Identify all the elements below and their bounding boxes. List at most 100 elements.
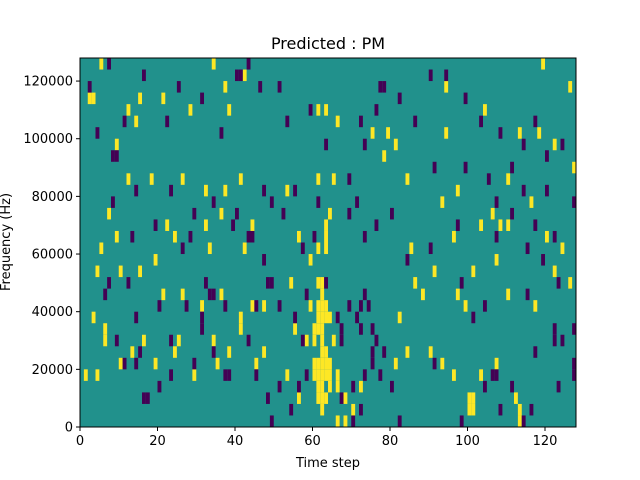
heatmap-cell-low-128 (351, 415, 356, 427)
y-tick-label-6: 120000 (23, 75, 73, 90)
heatmap-cell-high-12 (227, 104, 232, 116)
heatmap-cell-high-59 (250, 300, 255, 312)
heatmap-cell-high-110 (343, 392, 348, 404)
heatmap-cell-high-115 (95, 369, 100, 381)
heatmap-cell-low-163 (525, 242, 530, 255)
heatmap-cell-low-136 (459, 415, 464, 427)
heatmap-cell-high-145 (463, 300, 468, 312)
heatmap-cell-high-166 (444, 81, 449, 93)
heatmap-cell-high-2 (91, 92, 96, 105)
heatmap-cell-high-119 (192, 369, 197, 381)
heatmap-cell-high-136 (471, 403, 476, 416)
heatmap-cell-high-24 (572, 161, 577, 174)
heatmap-cell-high-125 (297, 392, 301, 404)
heatmap-cell-low-8 (235, 69, 239, 82)
heatmap-cell-low-121 (269, 415, 274, 427)
heatmap-cell-high-1 (87, 92, 92, 105)
heatmap-cell-high-49 (308, 254, 313, 266)
heatmap-cell-low-139 (494, 369, 499, 381)
heatmap-cell-high-20 (405, 173, 410, 185)
heatmap-cell-high-94 (320, 357, 325, 370)
heatmap-cell-low-84 (207, 288, 212, 301)
heatmap-cell-high-37 (219, 207, 224, 220)
heatmap-cell-low-68 (347, 207, 352, 220)
heatmap-cell-low-20 (374, 104, 379, 116)
heatmap-cell-low-77 (541, 254, 546, 266)
heatmap-cell-high-99 (320, 369, 325, 381)
heatmap-cell-low-150 (157, 380, 162, 393)
heatmap-cell-low-158 (471, 311, 476, 324)
heatmap-cell-high-6 (134, 115, 139, 128)
heatmap-cell-low-156 (552, 323, 557, 335)
y-tick-label-5: 100000 (23, 132, 73, 147)
heatmap-cell-low-23 (428, 69, 433, 82)
heatmap-cell-high-78 (320, 346, 325, 358)
heatmap-cell-low-89 (269, 277, 274, 289)
heatmap-cell-high-40 (328, 207, 332, 220)
heatmap-cell-high-122 (254, 357, 259, 370)
heatmap-cell-low-111 (134, 357, 139, 370)
heatmap-cell-high-147 (494, 254, 499, 266)
heatmap-cell-high-168 (517, 127, 522, 139)
heatmap-cell-low-59 (153, 219, 158, 231)
heatmap-cell-high-118 (173, 346, 177, 358)
heatmap-cell-low-64 (250, 230, 255, 243)
heatmap-cell-low-67 (312, 230, 317, 243)
heatmap-cell-high-84 (142, 334, 146, 347)
heatmap-cell-high-65 (320, 288, 325, 301)
heatmap-cell-low-3 (142, 69, 146, 82)
heatmap-cell-high-143 (432, 265, 437, 278)
heatmap-cell-low-118 (227, 369, 232, 381)
heatmap-cell-low-159 (483, 300, 487, 312)
heatmap-cell-high-144 (455, 288, 460, 301)
heatmap-cell-high-62 (308, 300, 313, 312)
heatmap-cell-low-29 (533, 115, 538, 128)
heatmap-cell-low-22 (413, 115, 418, 128)
heatmap-cell-low-88 (266, 277, 270, 289)
heatmap-cell-low-46 (347, 173, 352, 185)
heatmap-cell-low-56 (545, 184, 549, 197)
x-tick-label-2: 40 (227, 434, 244, 449)
y-tick-label-4: 80000 (32, 190, 73, 205)
heatmap-cell-low-137 (483, 380, 487, 393)
heatmap-cell-low-98 (339, 334, 344, 347)
heatmap-cell-low-100 (355, 311, 360, 324)
heatmap-cell-low-28 (521, 138, 526, 151)
chart-title: Predicted : PM (271, 34, 385, 53)
heatmap-cell-high-77 (331, 334, 336, 347)
heatmap-cell-low-9 (238, 69, 243, 82)
heatmap-cell-low-62 (231, 219, 236, 231)
heatmap-cell-low-107 (374, 334, 379, 347)
heatmap-cell-low-41 (262, 184, 267, 197)
heatmap-cell-high-91 (320, 334, 325, 347)
heatmap-cell-low-161 (525, 288, 530, 301)
heatmap-cell-low-157 (552, 334, 557, 347)
heatmap-cell-high-28 (180, 173, 185, 185)
heatmap-cell-high-32 (285, 184, 290, 197)
heatmap-cell-low-66 (300, 242, 305, 255)
heatmap-cell-high-74 (316, 323, 321, 335)
heatmap-cell-low-21 (397, 92, 402, 105)
heatmap-cell-low-160 (459, 277, 464, 289)
heatmap-cell-low-37 (169, 184, 174, 197)
heatmap-cell-high-131 (440, 357, 445, 370)
heatmap-cell-low-11 (258, 81, 263, 93)
heatmap-cell-high-158 (506, 219, 511, 231)
heatmap-cell-low-26 (479, 115, 484, 128)
heatmap-cell-high-34 (331, 173, 336, 185)
heatmap-cell-low-114 (192, 357, 197, 370)
heatmap-cells (83, 58, 577, 427)
heatmap-cell-high-169 (541, 58, 546, 70)
heatmap-cell-low-80 (157, 300, 162, 312)
heatmap-cell-high-126 (335, 415, 340, 427)
heatmap-cell-high-108 (320, 392, 325, 404)
heatmap-cell-low-36 (134, 184, 139, 197)
heatmap-cell-high-73 (312, 323, 317, 335)
heatmap-cell-high-105 (328, 380, 332, 393)
heatmap-cell-high-39 (297, 230, 301, 243)
heatmap-cell-high-85 (176, 334, 181, 347)
heatmap-cell-high-53 (118, 265, 123, 278)
heatmap-cell-high-155 (452, 230, 456, 243)
heatmap-cell-high-36 (204, 219, 208, 231)
heatmap-cell-high-121 (227, 346, 232, 358)
